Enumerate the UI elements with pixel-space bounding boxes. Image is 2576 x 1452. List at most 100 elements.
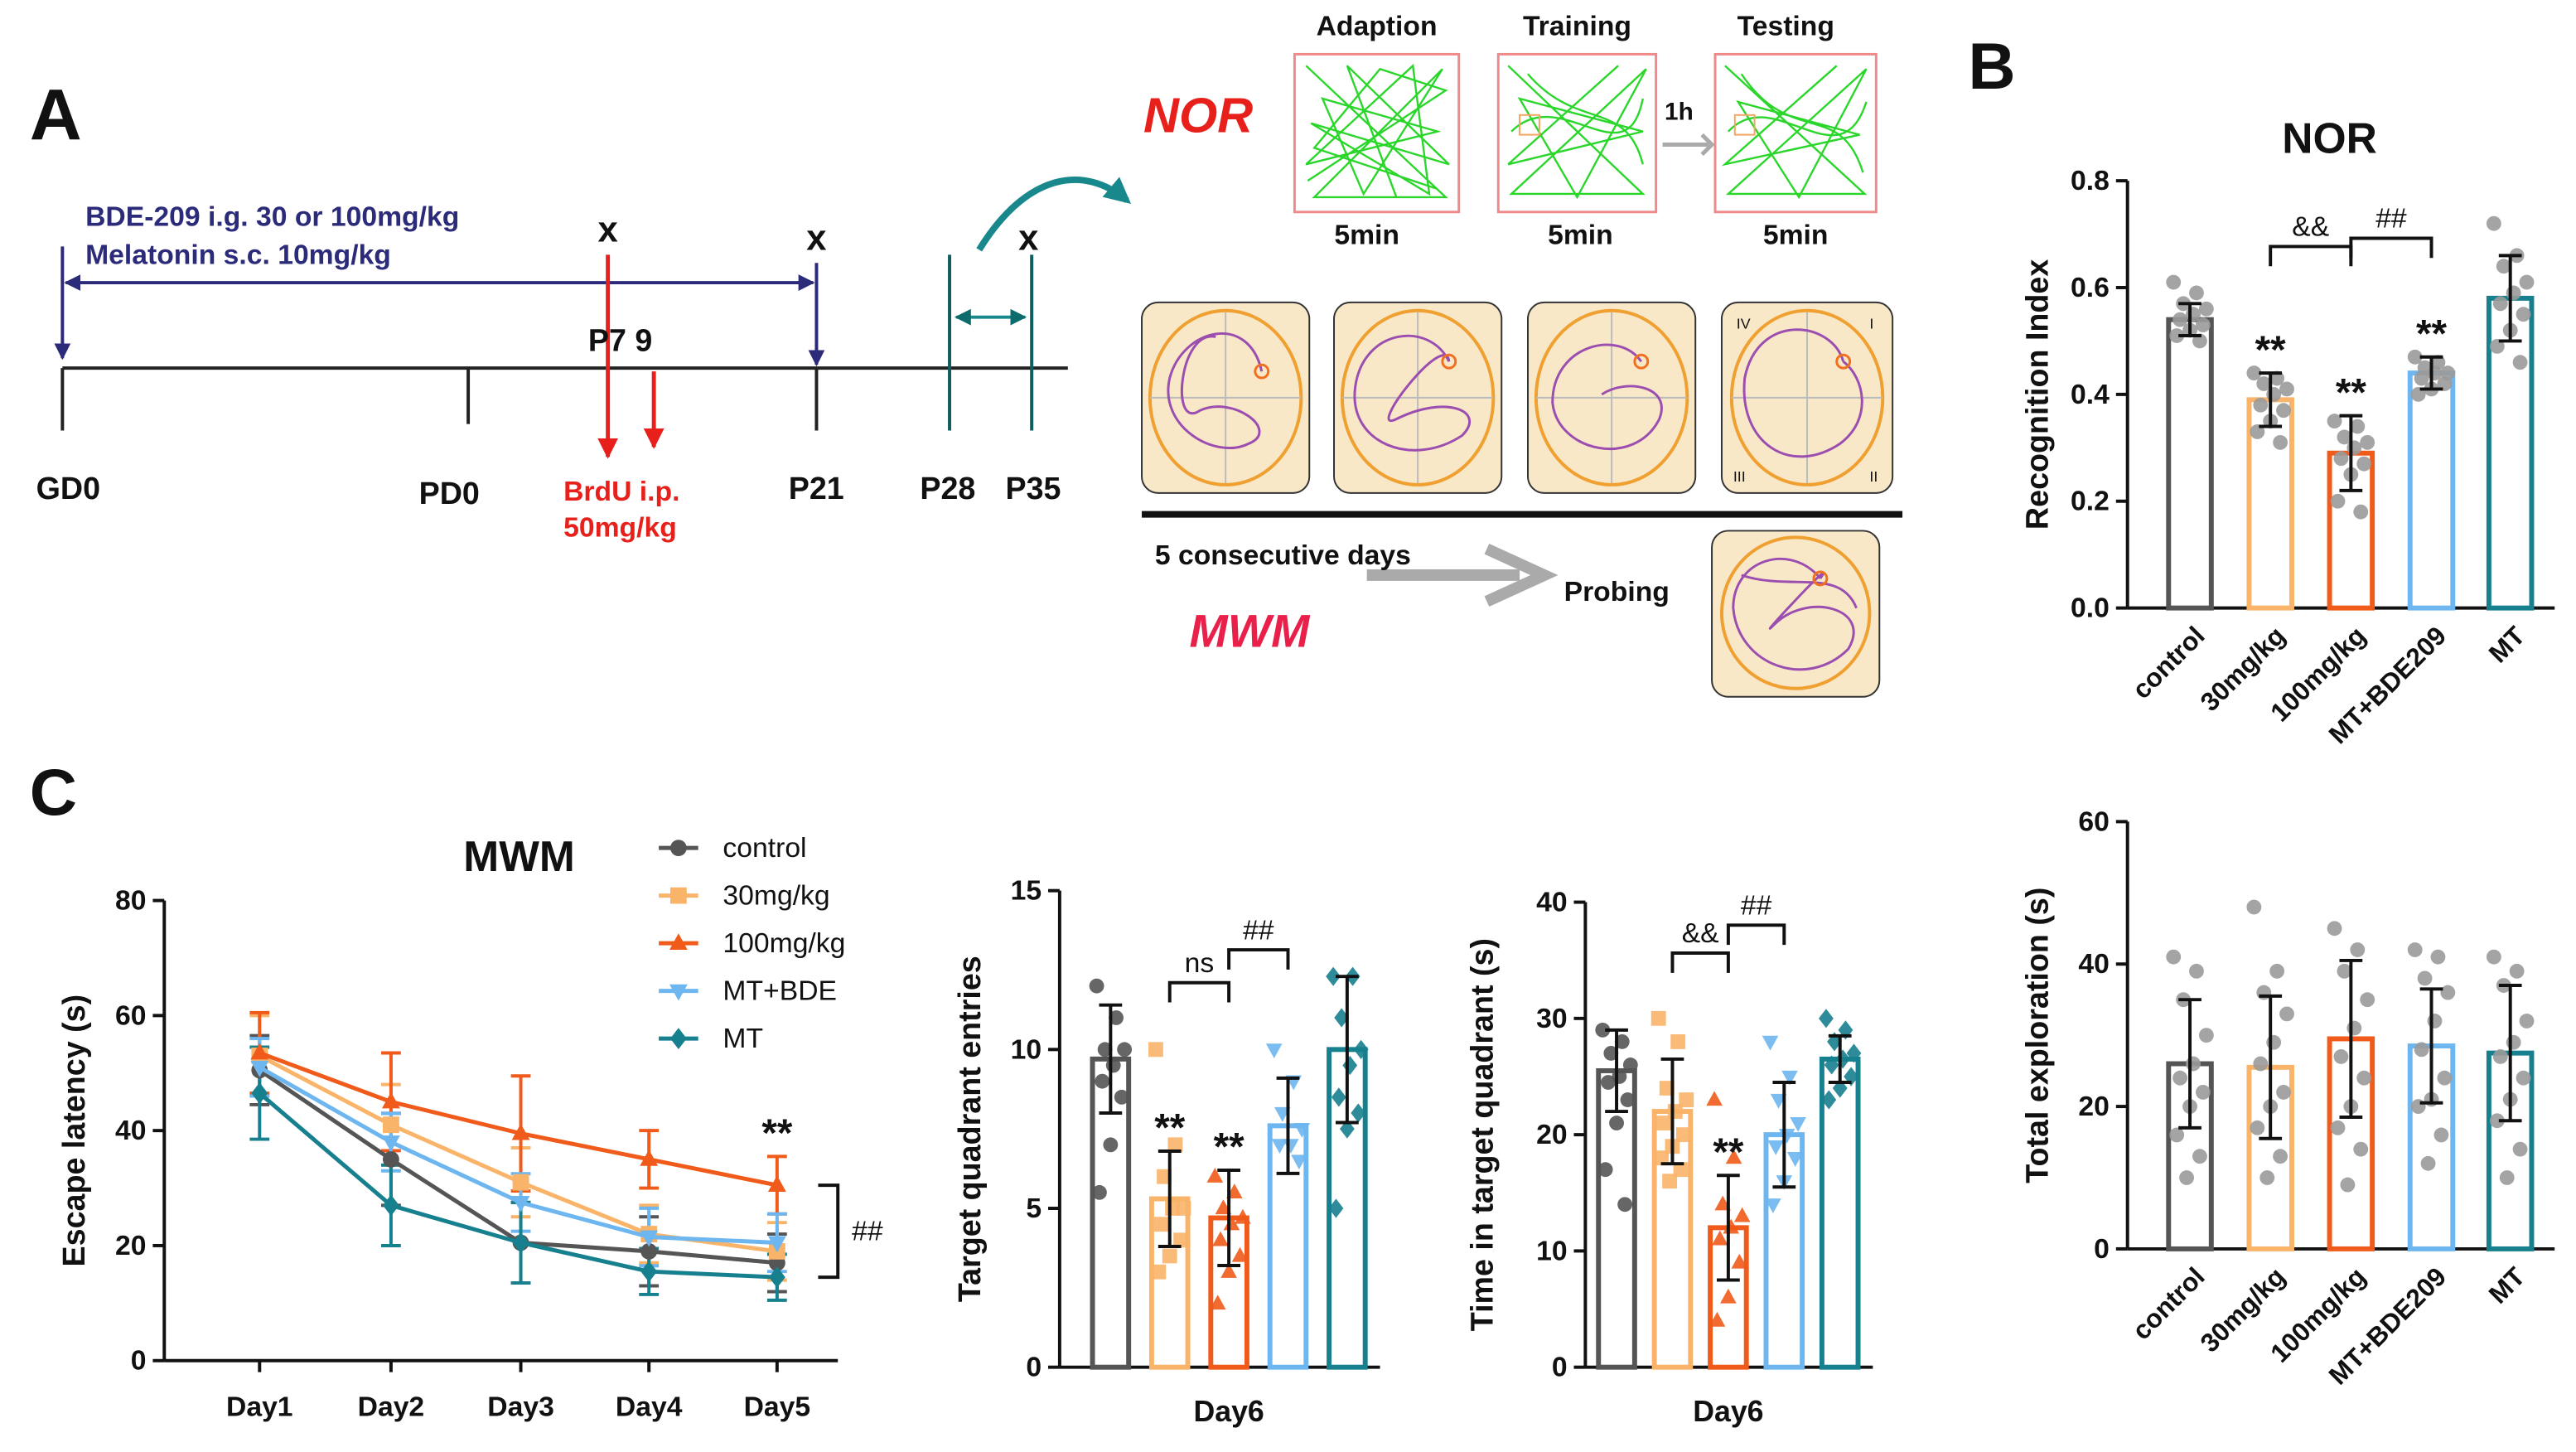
bar (2166, 317, 2214, 611)
error-bar (2259, 994, 2283, 1140)
data-point (2189, 285, 2204, 301)
data-point (2519, 274, 2535, 290)
data-point (2198, 1028, 2214, 1043)
comparison-label: ns (1185, 947, 1215, 979)
data-point (2166, 949, 2182, 965)
mark-label: x (806, 219, 826, 259)
data-point (2259, 1170, 2275, 1185)
data-point (2407, 942, 2423, 957)
series-marker (512, 1174, 529, 1191)
data-point (1824, 1055, 1839, 1075)
legend-label: MT+BDE (723, 975, 837, 1007)
mark-label: x (1018, 219, 1038, 259)
data-point (1708, 1311, 1726, 1327)
comparison-label: ## (852, 1216, 883, 1247)
data-point (1097, 1042, 1113, 1058)
data-point (1231, 1246, 1249, 1262)
data-point (1733, 1207, 1751, 1222)
data-point (1603, 1045, 1619, 1061)
data-point (1173, 1232, 1189, 1248)
legend-label: MT (723, 1023, 763, 1054)
mwm-pools (1141, 301, 1903, 698)
brdu-label: BrdU i.p. (563, 476, 679, 507)
data-point (2179, 1170, 2195, 1185)
data-point (1767, 1140, 1785, 1155)
data-point (2489, 1113, 2505, 1129)
comparison-bracket (2269, 244, 2353, 267)
data-point (1675, 1127, 1691, 1143)
data-point (2337, 429, 2352, 445)
quadrant-label: II (1869, 468, 1878, 485)
legend-marker (669, 933, 688, 951)
data-point (2172, 312, 2188, 327)
x-axis-label: Day6 (1193, 1395, 1264, 1428)
series-marker (512, 1232, 529, 1254)
data-point (2486, 949, 2501, 965)
data-point (2430, 949, 2446, 965)
data-point (1162, 1248, 1177, 1264)
data-point (2333, 451, 2349, 467)
y-tick-label: 0 (1552, 1352, 1568, 1383)
comparison-bracket (1227, 948, 1290, 970)
legend-marker (669, 887, 687, 904)
series-marker (640, 1230, 659, 1247)
significance: ** (1154, 1106, 1186, 1150)
series-line (259, 1051, 778, 1188)
data-point (2350, 419, 2366, 434)
duration: 5min (1763, 220, 1829, 251)
data-point (1271, 1139, 1288, 1154)
series-marker (382, 1194, 399, 1217)
bar (2407, 370, 2456, 611)
quadrant-label: IV (1737, 316, 1751, 332)
data-point (2492, 296, 2508, 312)
y-axis-label: Recognition Index (2020, 259, 2055, 530)
data-point (2417, 970, 2433, 986)
error-bar (1217, 1169, 1240, 1267)
data-point (2512, 355, 2528, 370)
error-bar (2419, 987, 2443, 1105)
data-point (2198, 301, 2214, 317)
series-marker (767, 1236, 786, 1253)
data-point (2340, 1177, 2356, 1193)
legend-marker (669, 984, 688, 1001)
series-marker (768, 1266, 785, 1289)
data-point (2273, 1149, 2288, 1164)
y-tick-label: 80 (115, 885, 146, 917)
data-point (2414, 370, 2429, 386)
chart-title: MWM (463, 832, 575, 880)
data-point (2327, 414, 2342, 429)
data-point (1622, 1058, 1638, 1072)
y-tick-label: 60 (115, 999, 146, 1031)
y-tick-label: 10 (1011, 1033, 1042, 1065)
y-tick-label: 60 (2078, 806, 2109, 837)
data-point (2516, 1070, 2531, 1086)
series-marker (511, 1195, 530, 1212)
timepoint: P21 (789, 471, 844, 506)
data-point (2506, 285, 2521, 301)
y-axis-label: Total exploration (s) (2020, 888, 2055, 1183)
data-point (2486, 215, 2501, 231)
legend-marker (669, 840, 687, 857)
data-point (1114, 1089, 1129, 1105)
error-bar (2419, 355, 2443, 391)
treatment-label: BDE-209 i.g. 30 or 100mg/kg (85, 201, 459, 233)
error-bar (1276, 1076, 1300, 1175)
data-point (2172, 1070, 2188, 1086)
data-point (2276, 403, 2291, 419)
duration: 5min (1334, 220, 1399, 251)
data-point (1148, 1042, 1163, 1058)
y-tick-label: 0.6 (2071, 272, 2110, 303)
data-point (1176, 1201, 1191, 1216)
series-marker (381, 1091, 400, 1109)
data-point (2333, 1049, 2349, 1064)
error-bar (1158, 1150, 1182, 1248)
comparison-label: ## (2375, 203, 2407, 235)
data-point (1762, 1035, 1779, 1051)
error-bar (2498, 254, 2522, 343)
data-point (2414, 1042, 2429, 1058)
data-point (2512, 1141, 2528, 1157)
data-point (1620, 1092, 1636, 1107)
y-tick-label: 0 (2094, 1233, 2110, 1265)
quadrant-label: III (1733, 468, 1746, 485)
data-point (1109, 1010, 1124, 1025)
